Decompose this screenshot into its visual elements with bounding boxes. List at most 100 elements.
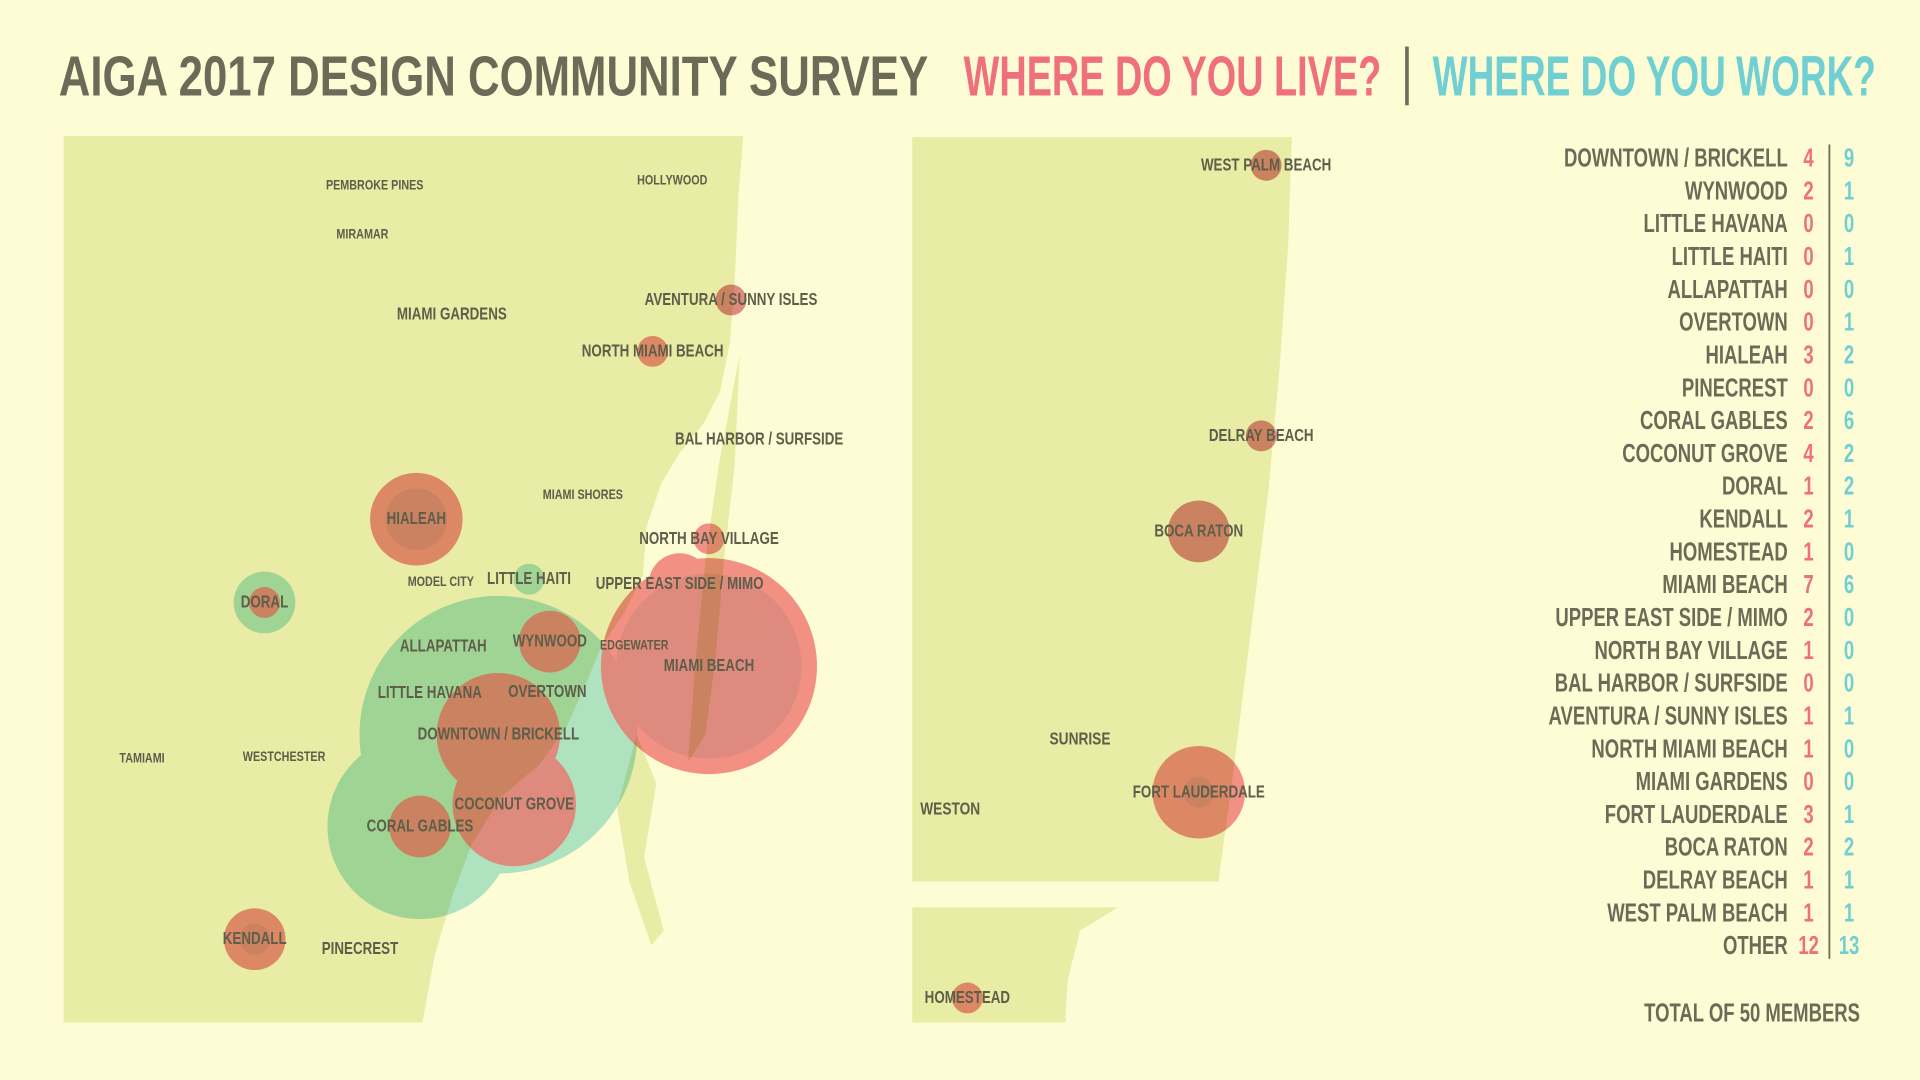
table-name-group: MIAMI BEACH xyxy=(1662,570,1787,599)
table-work-group: 1 xyxy=(1844,176,1854,205)
table-name-group: OTHER xyxy=(1723,931,1788,960)
map-label: PINECREST xyxy=(322,940,399,959)
map-label: MIAMI GARDENS xyxy=(397,305,507,324)
map-label-group: DORAL xyxy=(241,593,288,612)
table-work-group: 2 xyxy=(1844,472,1854,501)
table-work: 1 xyxy=(1844,701,1854,730)
place-label: WESTON xyxy=(920,800,980,819)
table-live: 0 xyxy=(1803,767,1813,796)
map-label: OVERTOWN xyxy=(508,682,586,701)
table-work: 0 xyxy=(1844,275,1854,304)
live-bubble xyxy=(249,587,280,618)
table-work-group: 0 xyxy=(1844,603,1854,632)
table-live: 1 xyxy=(1803,866,1813,895)
table-work: 0 xyxy=(1844,669,1854,698)
map-label-group: UPPER EAST SIDE / MIMO xyxy=(596,575,764,594)
table-work-group: 1 xyxy=(1844,505,1854,534)
map-label-group: OVERTOWN xyxy=(508,682,586,701)
table-name-group: PINECREST xyxy=(1682,373,1788,402)
place-label-group: MIAMI SHORES xyxy=(543,487,623,502)
live-bubbles xyxy=(223,149,1282,1014)
table-name-group: DELRAY BEACH xyxy=(1643,866,1788,895)
table-work: 2 xyxy=(1844,472,1854,501)
table-live: 0 xyxy=(1803,669,1813,698)
table-name-group: LITTLE HAVANA xyxy=(1644,209,1788,238)
table-name: MIAMI BEACH xyxy=(1662,570,1787,599)
table-live-group: 3 xyxy=(1803,341,1813,370)
table-work-group: 1 xyxy=(1844,242,1854,271)
table-work: 0 xyxy=(1844,734,1854,763)
table-work: 9 xyxy=(1844,144,1854,173)
table-name-group: BOCA RATON xyxy=(1665,833,1788,862)
table-name: LITTLE HAVANA xyxy=(1644,209,1788,238)
table-work: 1 xyxy=(1844,242,1854,271)
header: AIGA 2017 DESIGN COMMUNITY SURVEY WHERE D… xyxy=(59,44,1876,107)
table-name-group: DOWNTOWN / BRICKELL xyxy=(1564,144,1788,173)
map-label-group: LITTLE HAVANA xyxy=(378,684,482,703)
live-bubble xyxy=(637,336,669,367)
bubbles xyxy=(223,149,1282,1014)
table-work-group: 1 xyxy=(1844,866,1854,895)
table-work-group: 6 xyxy=(1844,570,1854,599)
table-work-group: 0 xyxy=(1844,537,1854,566)
map-label: LITTLE HAVANA xyxy=(378,684,482,703)
map-label: HIALEAH xyxy=(387,510,446,529)
map-label-group: CORAL GABLES xyxy=(367,817,474,836)
table-live: 3 xyxy=(1803,800,1813,829)
table-name-group: DORAL xyxy=(1722,472,1788,501)
map-label: COCONUT GROVE xyxy=(455,795,575,814)
map-label: DOWNTOWN / BRICKELL xyxy=(418,725,580,744)
place-label-group: EDGEWATER xyxy=(600,638,669,653)
table-name-group: NORTH BAY VILLAGE xyxy=(1594,636,1787,665)
table-name-group: AVENTURA / SUNNY ISLES xyxy=(1549,701,1788,730)
map-label: WEST PALM BEACH xyxy=(1201,156,1331,175)
table-name: WEST PALM BEACH xyxy=(1607,898,1788,927)
place-label-group: MODEL CITY xyxy=(408,574,474,589)
table-live-group: 4 xyxy=(1803,439,1814,468)
place-label-group: WESTCHESTER xyxy=(243,749,326,764)
table-live-group: 2 xyxy=(1803,505,1813,534)
map-label: KENDALL xyxy=(223,930,287,949)
table-live-group: 0 xyxy=(1803,308,1813,337)
table-name: COCONUT GROVE xyxy=(1622,439,1788,468)
table-name-group: KENDALL xyxy=(1699,505,1787,534)
table-live: 2 xyxy=(1803,603,1813,632)
table-live-group: 1 xyxy=(1803,537,1813,566)
table-work-group: 1 xyxy=(1844,308,1854,337)
table-name: BOCA RATON xyxy=(1665,833,1788,862)
table-live-group: 1 xyxy=(1803,898,1813,927)
place-label: TAMIAMI xyxy=(119,750,164,765)
map-label: FORT LAUDERDALE xyxy=(1133,783,1265,802)
table-work-group: 1 xyxy=(1844,701,1854,730)
map-label: NORTH BAY VILLAGE xyxy=(639,529,779,548)
table-work: 1 xyxy=(1844,866,1854,895)
table-work-group: 0 xyxy=(1844,669,1854,698)
table-name: CORAL GABLES xyxy=(1640,406,1788,435)
table-work: 0 xyxy=(1844,537,1854,566)
map-label-group: NORTH MIAMI BEACH xyxy=(582,342,724,361)
map-label: HOMESTEAD xyxy=(925,988,1010,1007)
map-label-group: WYNWOOD xyxy=(513,632,587,651)
table-name: DELRAY BEACH xyxy=(1643,866,1788,895)
table-name: LITTLE HAITI xyxy=(1672,242,1788,271)
table-live: 2 xyxy=(1803,406,1813,435)
table-live-group: 7 xyxy=(1803,570,1813,599)
table-live-group: 0 xyxy=(1803,767,1813,796)
live-bubble xyxy=(715,284,747,316)
table-name: NORTH MIAMI BEACH xyxy=(1591,734,1787,763)
map-label-group: DOWNTOWN / BRICKELL xyxy=(418,725,580,744)
table-name-group: OVERTOWN xyxy=(1679,308,1788,337)
place-label: MIAMI SHORES xyxy=(543,487,623,502)
place-label: MIRAMAR xyxy=(336,226,388,241)
table-name: UPPER EAST SIDE / MIMO xyxy=(1555,603,1787,632)
place-label: WESTCHESTER xyxy=(243,749,326,764)
table-work-group: 6 xyxy=(1844,406,1854,435)
table-live-group: 0 xyxy=(1803,275,1813,304)
table-work: 6 xyxy=(1844,406,1854,435)
table-work-group: 13 xyxy=(1839,931,1860,960)
map-label: ALLAPATTAH xyxy=(400,637,487,656)
table-live: 0 xyxy=(1803,275,1813,304)
map-label: DELRAY BEACH xyxy=(1209,426,1314,445)
place-label-group: MIRAMAR xyxy=(336,226,388,241)
map-label-group: LITTLE HAITI xyxy=(487,570,571,589)
